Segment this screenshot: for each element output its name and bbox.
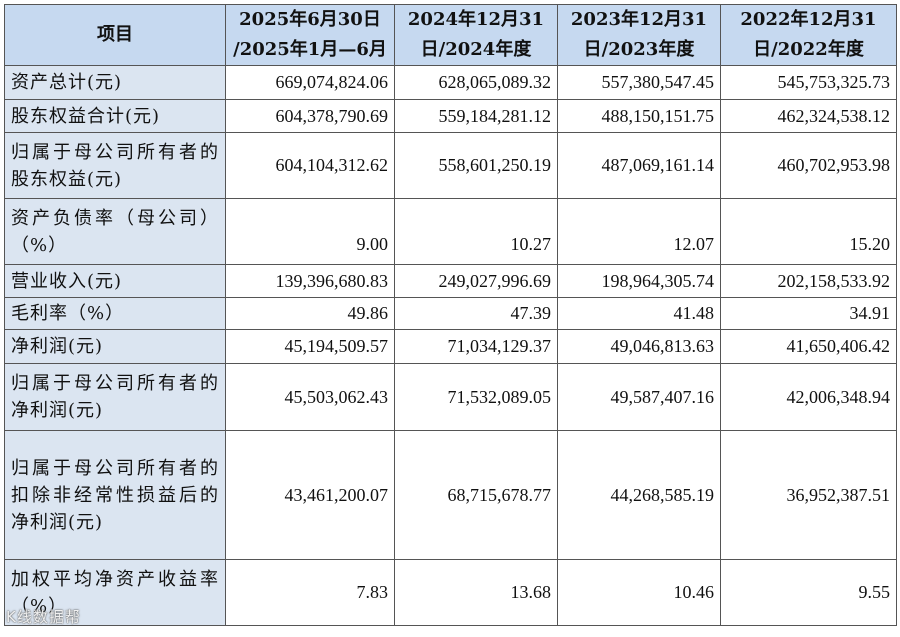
row-parent-net-profit-excl: 归属于母公司所有者的扣除非经常性损益后的净利润(元) 43,461,200.07… bbox=[4, 430, 897, 560]
cell-value: 139,396,680.83 bbox=[225, 264, 395, 298]
row-net-profit: 净利润(元) 45,194,509.57 71,034,129.37 49,04… bbox=[4, 329, 897, 364]
header-2022-line1: 2022年12月31 bbox=[740, 9, 877, 30]
cell-value: 202,158,533.92 bbox=[720, 264, 897, 298]
row-label: 毛利率（%） bbox=[4, 297, 226, 330]
header-2022: 2022年12月31 日/2022年度 bbox=[720, 4, 897, 66]
header-2022-line2: 日/2022年度 bbox=[753, 39, 864, 60]
header-2024-line2: 日/2024年度 bbox=[420, 39, 532, 60]
cell-value: 628,065,089.32 bbox=[394, 65, 558, 100]
cell-value: 42,006,348.94 bbox=[720, 363, 897, 431]
cell-value: 47.39 bbox=[394, 297, 558, 330]
cell-value: 460,702,953.98 bbox=[720, 132, 897, 199]
row-parent-equity: 归属于母公司所有者的股东权益(元) 604,104,312.62 558,601… bbox=[4, 132, 897, 199]
cell-value: 41,650,406.42 bbox=[720, 329, 897, 364]
cell-value: 15.20 bbox=[720, 198, 897, 265]
header-2025-line2: /2025年1月—6月 bbox=[233, 39, 387, 60]
header-item: 项目 bbox=[4, 4, 226, 66]
row-label: 营业收入(元) bbox=[4, 264, 226, 298]
row-label: 归属于母公司所有者的股东权益(元) bbox=[4, 132, 226, 199]
row-total-equity: 股东权益合计(元) 604,378,790.69 559,184,281.12 … bbox=[4, 99, 897, 133]
header-2025: 2025年6月30日/2025年1月—6月 bbox=[225, 4, 395, 66]
cell-value: 49,046,813.63 bbox=[557, 329, 721, 364]
header-2024: 2024年12月31 日/2024年度 bbox=[394, 4, 558, 66]
cell-value: 558,601,250.19 bbox=[394, 132, 558, 199]
row-label: 股东权益合计(元) bbox=[4, 99, 226, 133]
cell-value: 45,194,509.57 bbox=[225, 329, 395, 364]
header-2023: 2023年12月31 日/2023年度 bbox=[557, 4, 721, 66]
row-debt-ratio: 资产负债率（母公司）（%） 9.00 10.27 12.07 15.20 bbox=[4, 198, 897, 265]
cell-value: 559,184,281.12 bbox=[394, 99, 558, 133]
cell-value: 10.46 bbox=[557, 559, 721, 626]
row-roe: 加权平均净资产收益率（%） 7.83 13.68 10.46 9.55 bbox=[4, 559, 897, 626]
cell-value: 10.27 bbox=[394, 198, 558, 265]
cell-value: 669,074,824.06 bbox=[225, 65, 395, 100]
row-label: 资产总计(元) bbox=[4, 65, 226, 100]
cell-value: 9.00 bbox=[225, 198, 395, 265]
cell-value: 12.07 bbox=[557, 198, 721, 265]
cell-value: 45,503,062.43 bbox=[225, 363, 395, 431]
financial-data-table: 项目 2025年6月30日/2025年1月—6月 2024年12月31 日/202… bbox=[4, 4, 897, 626]
cell-value: 71,034,129.37 bbox=[394, 329, 558, 364]
watermark: K线数据帮 bbox=[6, 608, 81, 626]
cell-value: 13.68 bbox=[394, 559, 558, 626]
cell-value: 43,461,200.07 bbox=[225, 430, 395, 560]
cell-value: 9.55 bbox=[720, 559, 897, 626]
row-label: 加权平均净资产收益率（%） bbox=[4, 559, 226, 626]
cell-value: 49.86 bbox=[225, 297, 395, 330]
row-label: 净利润(元) bbox=[4, 329, 226, 364]
row-total-assets: 资产总计(元) 669,074,824.06 628,065,089.32 55… bbox=[4, 65, 897, 100]
cell-value: 71,532,089.05 bbox=[394, 363, 558, 431]
row-parent-net-profit: 归属于母公司所有者的净利润(元) 45,503,062.43 71,532,08… bbox=[4, 363, 897, 431]
row-label: 归属于母公司所有者的扣除非经常性损益后的净利润(元) bbox=[4, 430, 226, 560]
cell-value: 462,324,538.12 bbox=[720, 99, 897, 133]
row-label: 资产负债率（母公司）（%） bbox=[4, 198, 226, 265]
cell-value: 44,268,585.19 bbox=[557, 430, 721, 560]
cell-value: 545,753,325.73 bbox=[720, 65, 897, 100]
header-item-text: 项目 bbox=[97, 24, 133, 45]
cell-value: 68,715,678.77 bbox=[394, 430, 558, 560]
cell-value: 34.91 bbox=[720, 297, 897, 330]
cell-value: 557,380,547.45 bbox=[557, 65, 721, 100]
row-label: 归属于母公司所有者的净利润(元) bbox=[4, 363, 226, 431]
cell-value: 7.83 bbox=[225, 559, 395, 626]
cell-value: 41.48 bbox=[557, 297, 721, 330]
cell-value: 488,150,151.75 bbox=[557, 99, 721, 133]
cell-value: 604,378,790.69 bbox=[225, 99, 395, 133]
header-2023-line1: 2023年12月31 bbox=[570, 9, 708, 30]
cell-value: 249,027,996.69 bbox=[394, 264, 558, 298]
cell-value: 487,069,161.14 bbox=[557, 132, 721, 199]
cell-value: 36,952,387.51 bbox=[720, 430, 897, 560]
header-2025-line1: 2025年6月30日 bbox=[239, 9, 381, 30]
row-gross-margin: 毛利率（%） 49.86 47.39 41.48 34.91 bbox=[4, 297, 897, 330]
cell-value: 198,964,305.74 bbox=[557, 264, 721, 298]
cell-value: 49,587,407.16 bbox=[557, 363, 721, 431]
row-revenue: 营业收入(元) 139,396,680.83 249,027,996.69 19… bbox=[4, 264, 897, 298]
header-row: 项目 2025年6月30日/2025年1月—6月 2024年12月31 日/202… bbox=[4, 4, 897, 66]
header-2023-line2: 日/2023年度 bbox=[583, 39, 695, 60]
cell-value: 604,104,312.62 bbox=[225, 132, 395, 199]
header-2024-line1: 2024年12月31 bbox=[407, 9, 545, 30]
